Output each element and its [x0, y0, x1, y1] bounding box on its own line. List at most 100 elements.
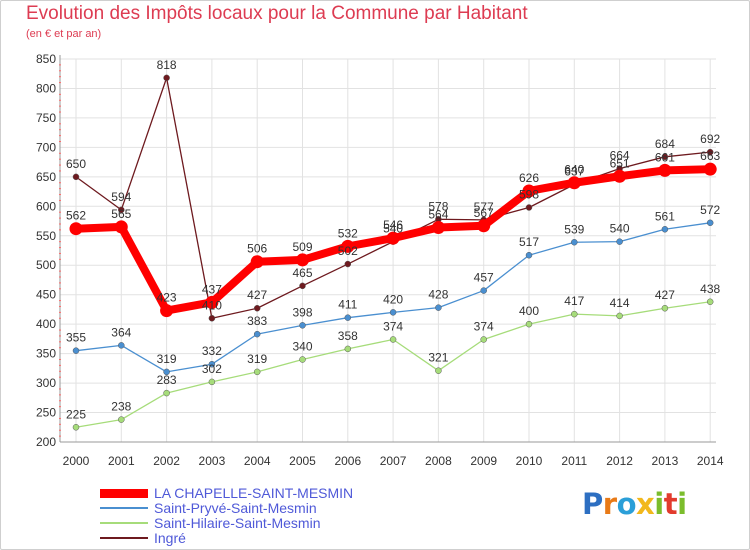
data-point	[522, 184, 536, 198]
x-tick-label: 2013	[652, 454, 679, 468]
data-point	[525, 204, 533, 211]
data-point	[389, 309, 397, 316]
data-point	[613, 169, 627, 183]
data-point	[703, 162, 717, 176]
logo-letter: o	[616, 487, 637, 521]
data-point	[706, 148, 714, 156]
data-label: 564	[428, 208, 448, 222]
y-tick-label: 250	[36, 406, 56, 420]
data-label: 417	[564, 294, 584, 308]
data-point	[163, 389, 170, 397]
legend-item-ingre: Ingré	[100, 531, 400, 546]
data-label: 626	[519, 171, 539, 185]
y-tick-label: 700	[36, 140, 56, 154]
data-label: 437	[202, 282, 222, 296]
y-tick-label: 800	[36, 81, 56, 95]
data-label: 383	[247, 314, 267, 328]
legend-label: Saint-Pryvé-Saint-Mesmin	[154, 500, 317, 516]
logo-letter: i	[654, 487, 664, 521]
data-label: 532	[338, 226, 358, 240]
x-tick-label: 2009	[470, 454, 497, 468]
data-label: 420	[383, 292, 403, 306]
y-tick-label: 200	[36, 435, 56, 449]
legend-item-chapelle: LA CHAPELLE-SAINT-MESMIN	[100, 486, 400, 501]
legend-label: Saint-Hilaire-Saint-Mesmin	[154, 515, 321, 531]
data-label: 427	[655, 288, 675, 302]
data-label: 818	[157, 58, 177, 72]
data-label: 238	[111, 400, 131, 414]
data-label: 546	[383, 218, 403, 232]
data-point	[72, 424, 80, 431]
y-tick-label: 650	[36, 170, 56, 184]
x-tick-label: 2004	[244, 454, 271, 468]
data-point	[525, 251, 533, 259]
data-label: 565	[111, 207, 131, 221]
y-tick-label: 350	[36, 347, 56, 361]
legend-swatch	[100, 537, 148, 539]
logo-letter: t	[663, 487, 678, 521]
data-label: 427	[247, 288, 267, 302]
data-point	[386, 231, 400, 245]
y-tick-label: 850	[36, 52, 56, 66]
y-tick-label: 550	[36, 229, 56, 243]
data-point	[661, 304, 669, 312]
data-label: 457	[474, 271, 494, 285]
data-label: 692	[700, 132, 720, 146]
data-point	[69, 222, 83, 236]
data-label: 398	[292, 305, 312, 319]
data-point	[477, 219, 491, 233]
data-label: 465	[292, 266, 312, 280]
data-point	[253, 330, 261, 338]
data-label: 364	[111, 325, 131, 339]
data-label: 562	[66, 209, 86, 223]
data-label: 577	[474, 200, 494, 214]
data-point	[567, 176, 581, 190]
data-label: 578	[428, 199, 448, 213]
data-label: 540	[383, 222, 403, 236]
data-point	[160, 304, 174, 318]
y-tick-label: 750	[36, 111, 56, 125]
data-label: 502	[338, 244, 358, 258]
data-point	[208, 360, 216, 368]
data-label: 355	[66, 331, 86, 345]
data-label: 650	[66, 157, 86, 171]
data-label: 400	[519, 304, 539, 318]
data-point	[344, 314, 352, 321]
chart-title: Evolution des Impôts locaux pour la Comm…	[26, 3, 528, 24]
data-point	[435, 367, 442, 374]
x-tick-label: 2008	[425, 454, 452, 468]
x-tick-label: 2002	[153, 454, 180, 468]
data-label: 651	[610, 156, 630, 170]
data-point	[431, 221, 445, 235]
data-label: 428	[428, 288, 448, 302]
data-point	[661, 226, 669, 233]
data-point	[480, 336, 487, 343]
data-point	[706, 298, 714, 306]
data-label: 567	[474, 206, 494, 220]
data-point	[296, 253, 309, 267]
legend-swatch	[100, 507, 148, 509]
logo-letter: P	[582, 487, 603, 521]
data-label: 321	[428, 351, 448, 365]
data-label: 598	[519, 187, 539, 201]
data-point	[299, 322, 306, 329]
data-point	[706, 219, 714, 227]
data-label: 374	[474, 319, 494, 333]
y-tick-label: 500	[36, 258, 56, 272]
logo-letter: x	[636, 487, 655, 521]
data-point	[163, 368, 170, 376]
data-label: 509	[292, 240, 312, 254]
data-point	[571, 239, 578, 246]
data-point	[571, 310, 578, 318]
data-label: 319	[247, 352, 267, 366]
chart-subtitle: (en € et par an)	[26, 28, 102, 40]
data-label: 319	[157, 352, 177, 366]
data-point	[118, 416, 125, 423]
data-point	[344, 260, 352, 268]
x-tick-label: 2006	[334, 454, 361, 468]
data-label: 332	[202, 344, 222, 358]
data-label: 302	[202, 362, 222, 376]
x-tick-label: 2003	[199, 454, 226, 468]
data-label: 540	[610, 222, 630, 236]
